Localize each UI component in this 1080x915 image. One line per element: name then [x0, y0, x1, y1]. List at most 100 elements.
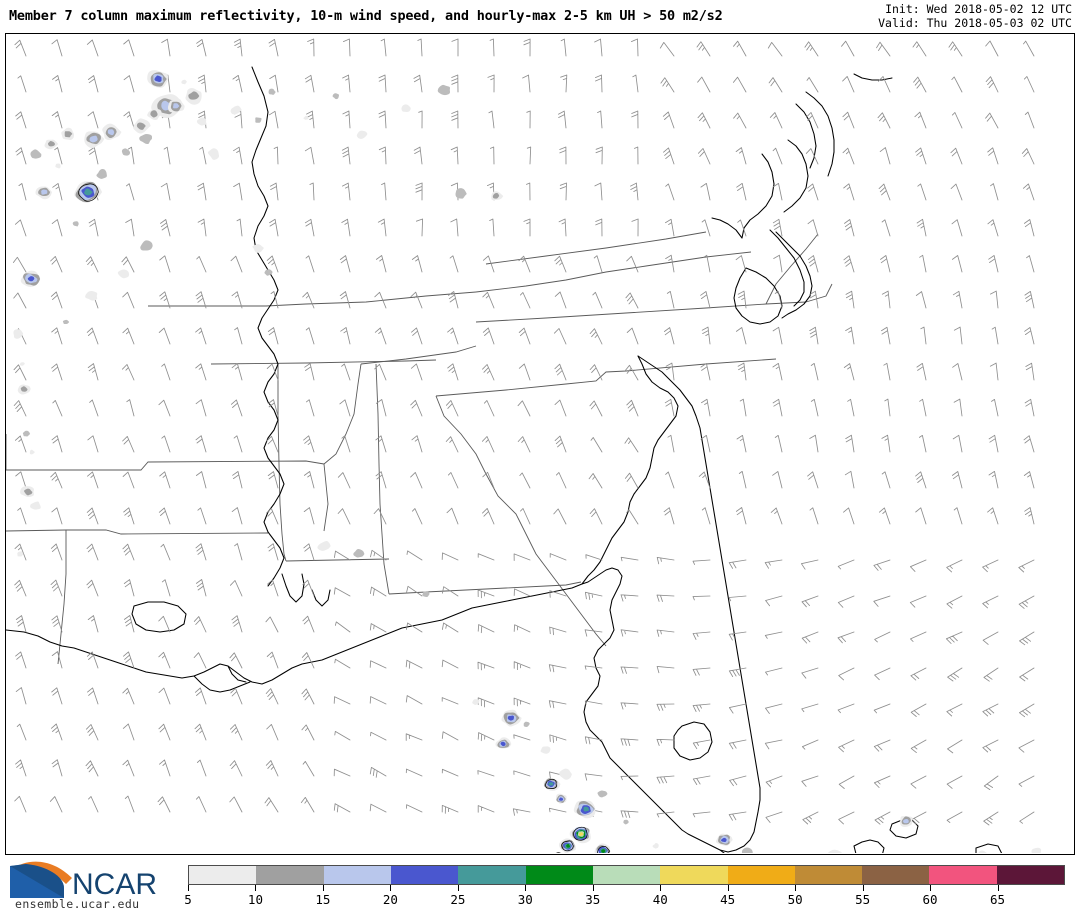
colorbar-tick-label: 55	[855, 892, 871, 907]
wind-barb	[195, 435, 207, 453]
wind-barb	[406, 585, 423, 597]
wind-barb	[446, 507, 459, 525]
reflectivity-speckle	[332, 93, 340, 100]
ncar-logo[interactable]: NCAR	[6, 858, 176, 910]
wind-barb	[991, 326, 999, 345]
wind-barb	[842, 111, 855, 129]
wind-barb	[51, 327, 63, 345]
wind-barb	[847, 398, 855, 417]
wind-barb	[584, 773, 603, 781]
wind-barb	[947, 739, 963, 754]
reflectivity-cell	[566, 843, 571, 848]
wind-barb	[844, 219, 855, 237]
wind-barb	[304, 363, 315, 381]
wind-barb	[880, 255, 891, 273]
wind-barb	[406, 550, 423, 561]
wind-barb	[50, 579, 63, 597]
wind-barb	[733, 112, 747, 129]
wind-barb	[559, 182, 567, 201]
wind-barb	[554, 255, 567, 273]
wind-barb	[87, 111, 99, 129]
wind-barb	[549, 553, 567, 561]
reflectivity-speckle	[741, 847, 753, 853]
wind-barb	[948, 41, 963, 57]
wind-barb	[910, 775, 927, 789]
wind-barb	[692, 595, 711, 601]
colorbar-tick-mark	[660, 885, 662, 891]
wind-barb	[441, 768, 459, 777]
wind-barb	[303, 507, 315, 525]
wind-barb	[14, 435, 27, 453]
wind-barb	[910, 667, 927, 681]
wind-barb	[231, 615, 243, 633]
wind-barb	[374, 327, 387, 345]
wind-barb	[122, 471, 135, 489]
colorbar-tick-label: 25	[450, 892, 466, 907]
colorbar[interactable]: 5 10 15 20 25 30 35 40 45 50 55 60 65	[184, 865, 1065, 911]
wind-barb	[334, 621, 351, 633]
reflectivity-cell	[64, 131, 73, 138]
wind-barb	[873, 559, 891, 571]
wind-barb	[266, 435, 279, 453]
wind-barb	[513, 588, 531, 597]
reflectivity-speckle	[85, 290, 98, 301]
wind-barb	[1024, 507, 1035, 525]
wind-barb	[950, 147, 963, 165]
wind-barb	[163, 146, 171, 165]
wind-barb	[306, 110, 315, 129]
wind-barb	[620, 738, 639, 747]
wind-barb	[701, 326, 711, 345]
wind-barb	[950, 183, 963, 201]
reflectivity-cell	[154, 75, 162, 82]
wind-barb	[953, 398, 963, 417]
wind-barb	[375, 255, 387, 273]
wind-barb	[698, 471, 711, 489]
uh-contour	[597, 846, 610, 853]
colorbar-segment	[525, 866, 593, 884]
wind-barb	[234, 543, 243, 561]
reflectivity-speckle	[19, 362, 25, 366]
wind-barb	[14, 219, 27, 237]
wind-barb	[626, 509, 639, 525]
reflectivity-speckle	[422, 591, 430, 598]
wind-barb	[197, 74, 207, 93]
wind-barb	[52, 399, 63, 417]
colorbar-tick-label: 10	[247, 892, 263, 907]
reflectivity-cell	[721, 837, 727, 843]
wind-barb	[656, 556, 675, 565]
wind-barb	[739, 398, 747, 417]
wind-barb	[912, 41, 927, 57]
wind-barb	[553, 328, 567, 345]
wind-barb	[513, 697, 531, 707]
wind-barb	[268, 38, 279, 57]
time-stamp-block: Init: Wed 2018-05-02 12 UTC Valid: Thu 2…	[878, 2, 1072, 30]
wind-barb	[195, 471, 207, 489]
wind-barb	[51, 435, 63, 453]
wind-barb	[920, 326, 927, 345]
colorbar-tick-mark	[255, 885, 257, 891]
wind-barb	[735, 147, 747, 165]
wind-barb	[700, 291, 711, 309]
wind-barb	[801, 739, 819, 750]
wind-barb	[340, 327, 351, 345]
wind-barb	[987, 507, 999, 525]
reflectivity-cell	[84, 188, 93, 196]
wind-barb	[14, 543, 27, 561]
wind-barb	[914, 111, 927, 129]
wind-barb	[837, 703, 855, 714]
wind-barb	[774, 290, 783, 309]
wind-barb	[952, 434, 963, 453]
wind-barb	[915, 471, 927, 489]
wind-barb	[873, 739, 891, 752]
wind-barb	[801, 595, 819, 608]
wind-barb	[193, 616, 207, 633]
wind-barb	[441, 586, 459, 597]
map-panel[interactable]	[5, 33, 1075, 855]
wind-barb	[983, 667, 999, 682]
wind-barb	[764, 739, 783, 750]
wind-barb	[845, 326, 855, 345]
wind-barb	[772, 218, 783, 237]
wind-barb	[626, 255, 639, 273]
wind-barb	[696, 41, 711, 57]
colorbar-swatches	[188, 865, 1065, 885]
